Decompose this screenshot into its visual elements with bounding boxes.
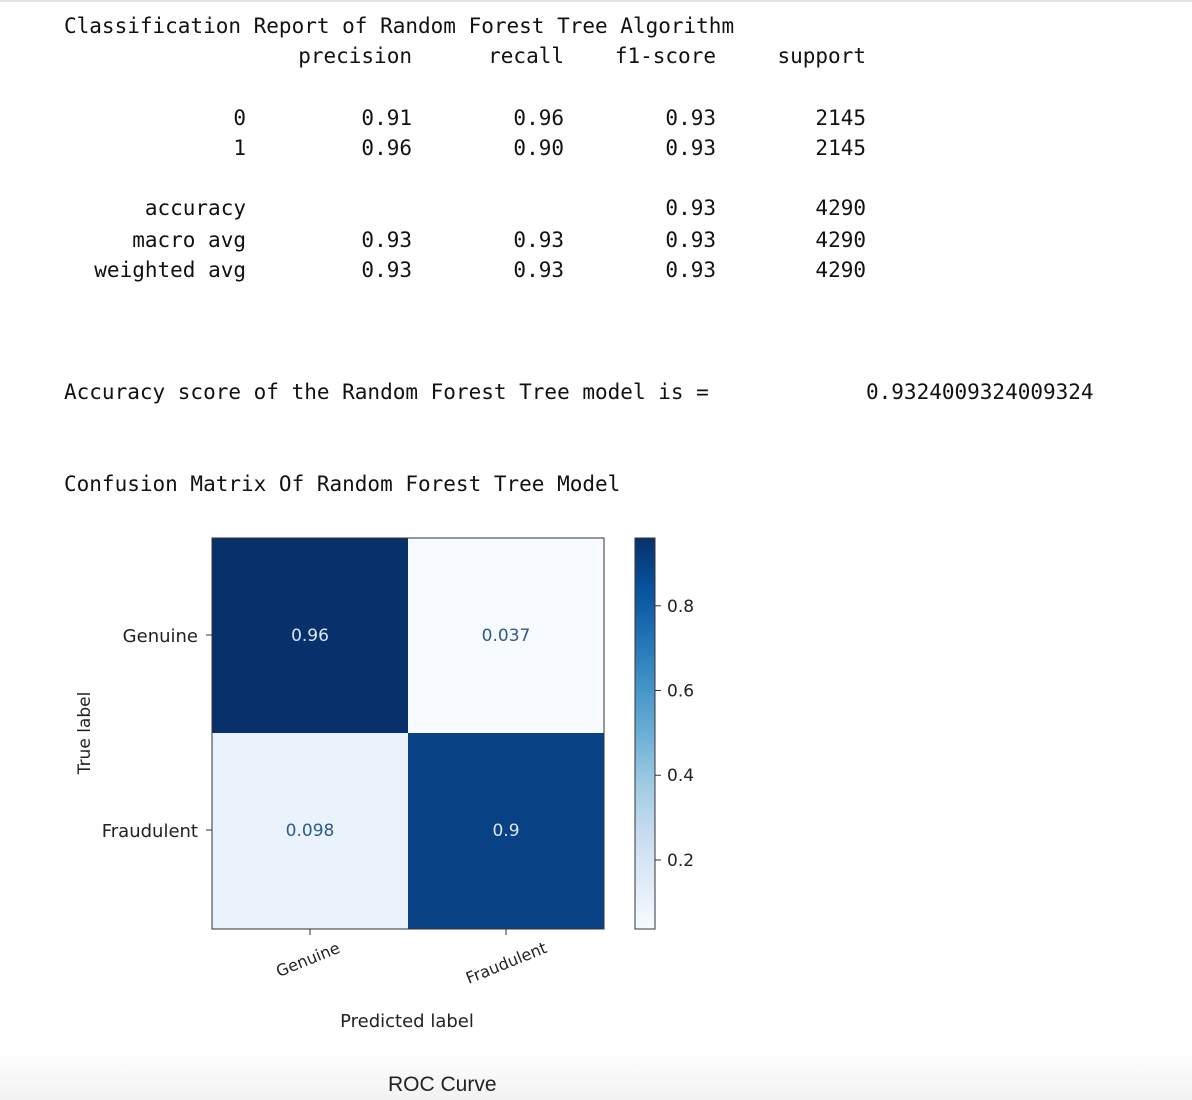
- macro-avg-f1: 0.93: [665, 228, 716, 252]
- accuracy-score-text: Accuracy score of the Random Forest Tree…: [64, 380, 709, 404]
- row-support: 2145: [815, 106, 866, 130]
- macro-avg-label: macro avg: [132, 228, 246, 252]
- next-cell-area: [0, 1050, 1192, 1100]
- cell-value-label: 0.96: [291, 626, 329, 646]
- accuracy-support: 4290: [815, 196, 866, 220]
- macro-avg-precision: 0.93: [361, 228, 412, 252]
- weighted-avg-precision: 0.93: [361, 258, 412, 282]
- colorbar-tick-label: 0.6: [667, 682, 694, 702]
- colorbar-tick-label: 0.4: [667, 766, 694, 786]
- colorbar: [634, 537, 656, 930]
- confusion-matrix-chart: 0.96 0.037 0.098 0.9 Genuine Fraudulent …: [75, 537, 694, 1032]
- row-support: 2145: [815, 136, 866, 160]
- matrix-cell-genuine-genuine: [212, 538, 408, 733]
- x-tick-label: Fraudulent: [463, 938, 549, 988]
- colorbar-ticks: 0.2 0.4 0.6 0.8: [655, 597, 694, 871]
- y-axis-label: True label: [75, 692, 95, 776]
- y-tick-label: Fraudulent: [102, 821, 198, 842]
- header-precision: precision: [298, 44, 412, 68]
- weighted-avg-label: weighted avg: [94, 258, 246, 282]
- report-title: Classification Report of Random Forest T…: [64, 14, 735, 38]
- header-support: support: [777, 44, 866, 68]
- row-recall: 0.90: [513, 136, 564, 160]
- cell-value-label: 0.9: [492, 821, 519, 841]
- matrix-cell-genuine-fraudulent: [408, 538, 604, 733]
- cell-value-label: 0.037: [482, 626, 531, 646]
- x-axis-label: Predicted label: [340, 1011, 474, 1032]
- weighted-avg-recall: 0.93: [513, 258, 564, 282]
- row-f1: 0.93: [665, 106, 716, 130]
- accuracy-label: accuracy: [144, 196, 246, 220]
- row-label: 1: [233, 136, 246, 160]
- row-precision: 0.91: [361, 106, 412, 130]
- y-tick-label: Genuine: [123, 626, 198, 647]
- row-precision: 0.96: [361, 136, 412, 160]
- header-recall: recall: [488, 44, 564, 68]
- roc-curve-title: ROC Curve: [388, 1073, 497, 1096]
- confusion-matrix-title: Confusion Matrix Of Random Forest Tree M…: [64, 472, 621, 496]
- header-f1-score: f1-score: [614, 44, 716, 68]
- weighted-avg-f1: 0.93: [665, 258, 716, 282]
- accuracy-score-value: 0.9324009324009324: [866, 380, 1094, 404]
- row-f1: 0.93: [665, 136, 716, 160]
- weighted-avg-support: 4290: [815, 258, 866, 282]
- row-label: 0: [233, 106, 246, 130]
- accuracy-f1: 0.93: [665, 196, 716, 220]
- matrix-cell-fraudulent-fraudulent: [408, 733, 604, 929]
- macro-avg-support: 4290: [815, 228, 866, 252]
- row-recall: 0.96: [513, 106, 564, 130]
- macro-avg-recall: 0.93: [513, 228, 564, 252]
- colorbar-tick-label: 0.8: [667, 597, 694, 617]
- matrix-cell-fraudulent-genuine: [212, 733, 408, 929]
- cell-top-border: [0, 0, 1192, 2]
- matrix-frame: [211, 537, 605, 930]
- colorbar-tick-label: 0.2: [667, 851, 694, 871]
- x-tick-label: Genuine: [273, 938, 342, 981]
- cell-value-label: 0.098: [286, 821, 335, 841]
